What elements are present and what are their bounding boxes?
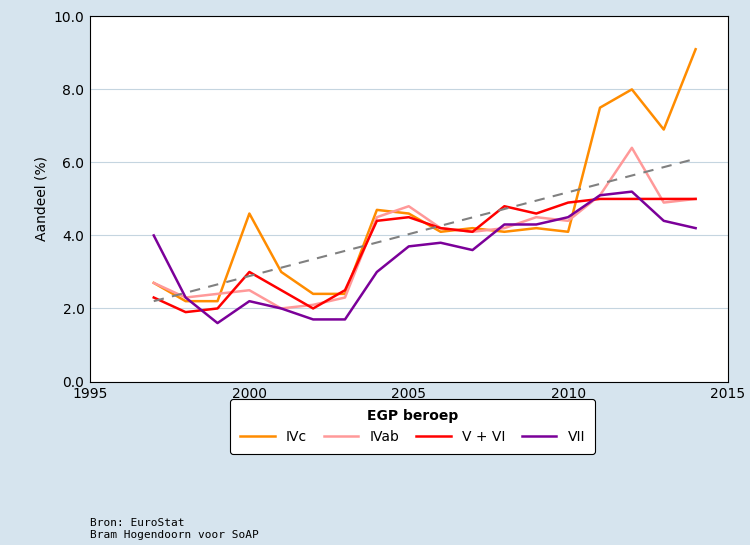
X-axis label: Jaar: Jaar (395, 407, 422, 421)
Legend: IVc, IVab, V + VI, VII: IVc, IVab, V + VI, VII (230, 399, 595, 454)
Y-axis label: Aandeel (%): Aandeel (%) (34, 156, 48, 241)
Text: Bron: EuroStat
Bram Hogendoorn voor SoAP: Bron: EuroStat Bram Hogendoorn voor SoAP (90, 518, 259, 540)
